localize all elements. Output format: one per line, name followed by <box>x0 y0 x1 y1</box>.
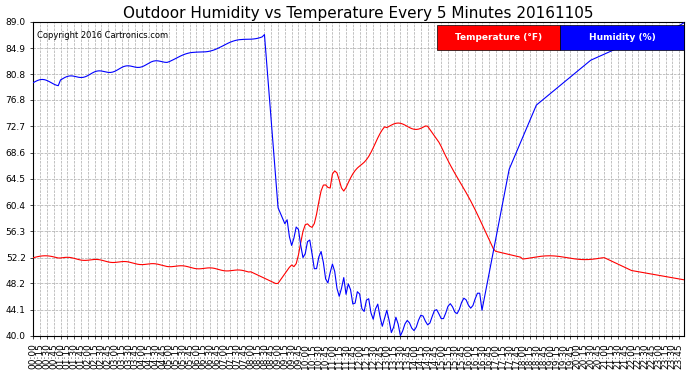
Text: Copyright 2016 Cartronics.com: Copyright 2016 Cartronics.com <box>37 31 168 40</box>
Text: Temperature (°F): Temperature (°F) <box>455 33 542 42</box>
FancyBboxPatch shape <box>560 25 684 50</box>
Text: Humidity (%): Humidity (%) <box>589 33 655 42</box>
Title: Outdoor Humidity vs Temperature Every 5 Minutes 20161105: Outdoor Humidity vs Temperature Every 5 … <box>124 6 594 21</box>
FancyBboxPatch shape <box>437 25 560 50</box>
